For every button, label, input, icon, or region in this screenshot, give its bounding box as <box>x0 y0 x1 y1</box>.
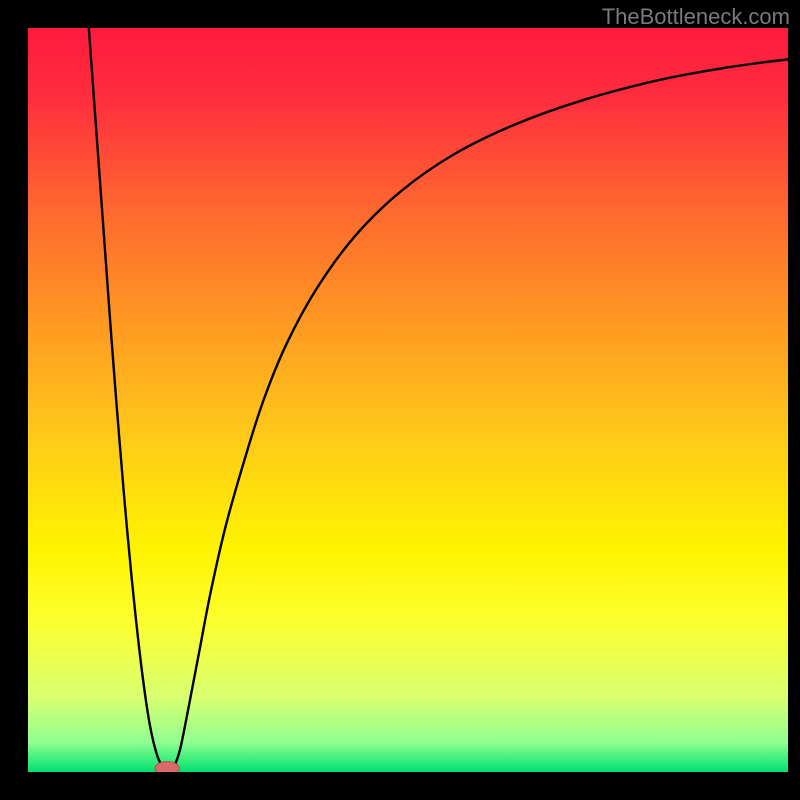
bottleneck-chart <box>0 0 800 800</box>
chart-container: TheBottleneck.com <box>0 0 800 800</box>
plot-background <box>28 28 788 772</box>
